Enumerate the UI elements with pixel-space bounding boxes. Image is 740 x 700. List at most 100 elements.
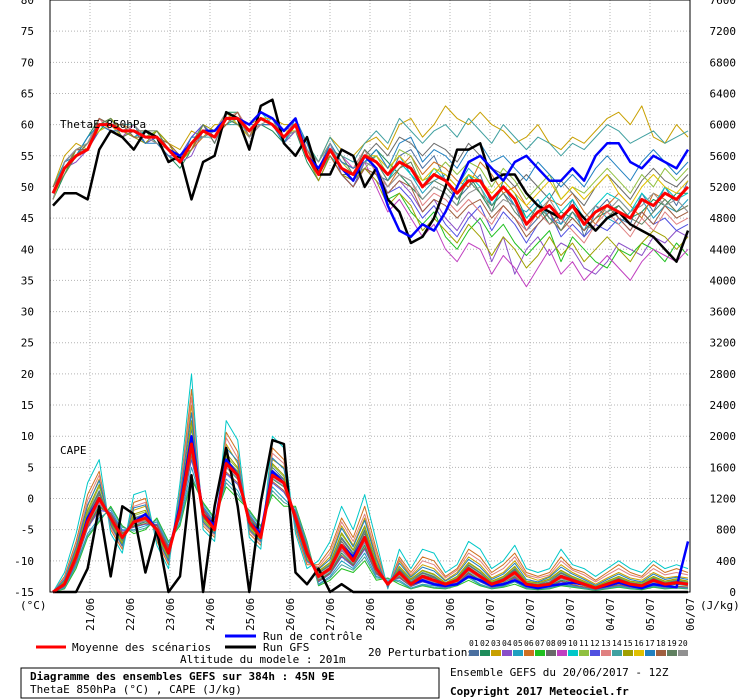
perturbation-swatch (579, 650, 589, 656)
perturbation-number: 14 (612, 639, 622, 648)
y-left-tick-label: 10 (21, 430, 34, 443)
x-tick-label: 06/07 (684, 598, 697, 631)
x-tick-label: 29/06 (404, 598, 417, 631)
perturbation-swatch (568, 650, 578, 656)
perturbation-number: 12 (590, 639, 600, 648)
y-right-tick-label: 0 (729, 586, 736, 599)
x-tick-label: 04/07 (604, 598, 617, 631)
perturbation-number: 07 (535, 639, 545, 648)
y-right-tick-label: 2400 (710, 399, 737, 412)
perturbation-swatches: 01 02 03 04 05 06 07 08 09 10 11 12 13 14 15 16 17 18 19 20 (469, 639, 688, 656)
y-left-tick-label: 5 (27, 461, 34, 474)
y-left-tick-label: 55 (21, 150, 34, 163)
y-left-tick-label: 80 (21, 0, 34, 7)
y-right-tick-label: 6000 (710, 119, 737, 132)
perturbation-swatch (535, 650, 545, 656)
perturbation-number: 17 (645, 639, 655, 648)
perturbation-swatch (524, 650, 534, 656)
ensemble-run-info: Ensemble GEFS du 20/06/2017 - 12Z (450, 666, 669, 679)
legend-label-perturbations: 20 Perturbations (368, 646, 474, 659)
perturbation-swatch (634, 650, 644, 656)
x-tick-label: 03/07 (564, 598, 577, 631)
y-left-tick-label: 40 (21, 243, 34, 256)
legend-label-mean: Moyenne des scénarios (72, 641, 211, 654)
legend-label-gfs: Run GFS (263, 641, 309, 654)
perturbation-number: 02 (480, 639, 490, 648)
x-tick-label: 26/06 (284, 598, 297, 631)
y-left-tick-label: 15 (21, 399, 34, 412)
y-right-tick-label: 5200 (710, 181, 737, 194)
cape-member-line (52, 373, 689, 593)
perturbation-swatch (667, 650, 677, 656)
y-left-tick-label: 45 (21, 212, 34, 225)
perturbation-swatch (480, 650, 490, 656)
perturbation-swatch (656, 650, 666, 656)
y-right-tick-label: 400 (716, 555, 736, 568)
perturbation-swatch (513, 650, 523, 656)
y-right-tick-label: 7200 (710, 25, 737, 38)
x-tick-label: 01/07 (484, 598, 497, 631)
perturbation-number: 09 (557, 639, 567, 648)
thetae-mean-line (51, 116, 690, 226)
perturbation-swatch (678, 650, 688, 656)
perturbation-swatch (469, 650, 479, 656)
perturbation-number: 10 (568, 639, 578, 648)
y-left-tick-label: -5 (21, 524, 34, 537)
perturbation-swatch (612, 650, 622, 656)
perturbation-number: 08 (546, 639, 556, 648)
y-left-tick-label: 25 (21, 337, 34, 350)
perturbation-number: 20 (678, 639, 688, 648)
perturbation-number: 06 (524, 639, 534, 648)
x-tick-label: 28/06 (364, 598, 377, 631)
perturbation-swatch (557, 650, 567, 656)
axes-layer (49, 0, 691, 593)
x-tick-label: 22/06 (124, 598, 137, 631)
perturbation-number: 04 (502, 639, 512, 648)
perturbation-number: 05 (513, 639, 523, 648)
perturbation-swatch (645, 650, 655, 656)
y-left-tick-label: -15 (14, 586, 34, 599)
perturbation-swatch (601, 650, 611, 656)
y-right-tick-label: 1200 (710, 493, 737, 506)
y-right-tick-label: 4800 (710, 212, 737, 225)
x-tick-label: 25/06 (244, 598, 257, 631)
y-left-tick-label: 35 (21, 274, 34, 287)
panel-label-cape: CAPE (60, 444, 87, 457)
y-right-tick-label: 4400 (710, 243, 737, 256)
model-altitude: Altitude du modele : 201m (180, 653, 346, 666)
plot-frame (49, 0, 691, 593)
y-right-tick-label: 7600 (710, 0, 737, 7)
perturbation-swatch (502, 650, 512, 656)
perturbation-number: 11 (579, 639, 589, 648)
y-right-tick-label: 5600 (710, 150, 737, 163)
chart-title: Diagramme des ensembles GEFS sur 384h : … (30, 670, 335, 683)
y-left-tick-label: 20 (21, 368, 34, 381)
y-left-tick-label: 0 (27, 493, 34, 506)
x-tick-label: 02/07 (524, 598, 537, 631)
y-left-tick-label: 75 (21, 25, 34, 38)
title-box (20, 667, 440, 699)
y-right-tick-label: 800 (716, 524, 736, 537)
perturbation-number: 13 (601, 639, 611, 648)
y-left-tick-label: -10 (14, 555, 34, 568)
y-right-tick-label: 4000 (710, 274, 737, 287)
perturbation-number: 18 (656, 639, 666, 648)
legend: Moyenne des scénarios Run de contrôle Ru… (36, 630, 688, 666)
y-left-tick-label: 70 (21, 56, 34, 69)
y-left-tick-label: 50 (21, 181, 34, 194)
y-left-tick-label: 60 (21, 119, 34, 132)
thetae-member-line (52, 117, 689, 269)
perturbation-swatch (590, 650, 600, 656)
panel-label-thetae: ThetaE 850hPa (60, 118, 146, 131)
perturbation-swatch (491, 650, 501, 656)
x-tick-label: 05/07 (644, 598, 657, 631)
y-right-tick-label: 2800 (710, 368, 737, 381)
y-left-tick-label: 65 (21, 87, 34, 100)
y-right-tick-label: 3200 (710, 337, 737, 350)
perturbation-number: 01 (469, 639, 479, 648)
perturbation-number: 15 (623, 639, 633, 648)
x-tick-label: 27/06 (324, 598, 337, 631)
